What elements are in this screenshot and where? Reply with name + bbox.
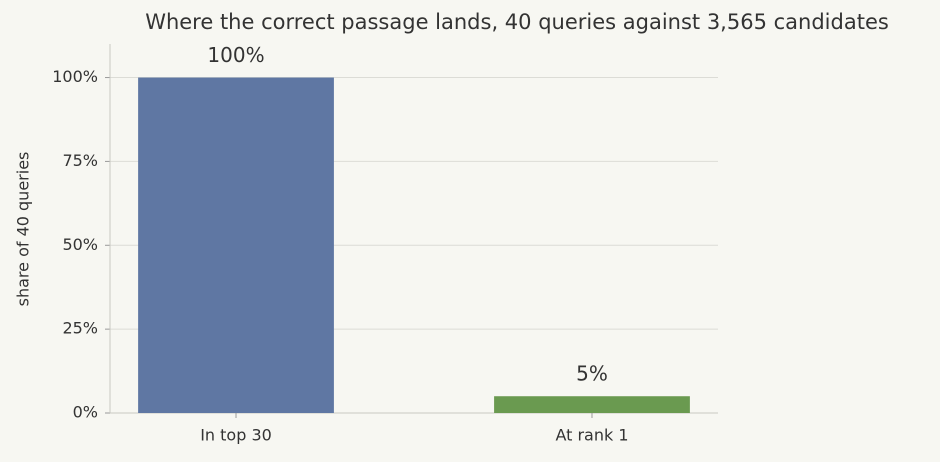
y-tick-label: 25% <box>62 319 98 338</box>
bar <box>138 77 334 413</box>
y-tick-label: 50% <box>62 235 98 254</box>
bar <box>494 396 690 413</box>
value-label: 100% <box>207 43 264 67</box>
y-tick-label: 100% <box>52 67 98 86</box>
chart-title: Where the correct passage lands, 40 quer… <box>145 10 889 34</box>
y-axis-label: share of 40 queries <box>14 152 33 307</box>
y-tick-label: 0% <box>73 403 98 422</box>
y-tick-label: 75% <box>62 151 98 170</box>
value-label: 5% <box>576 362 608 386</box>
x-tick-label: At rank 1 <box>555 426 628 445</box>
x-tick-label: In top 30 <box>200 426 272 445</box>
